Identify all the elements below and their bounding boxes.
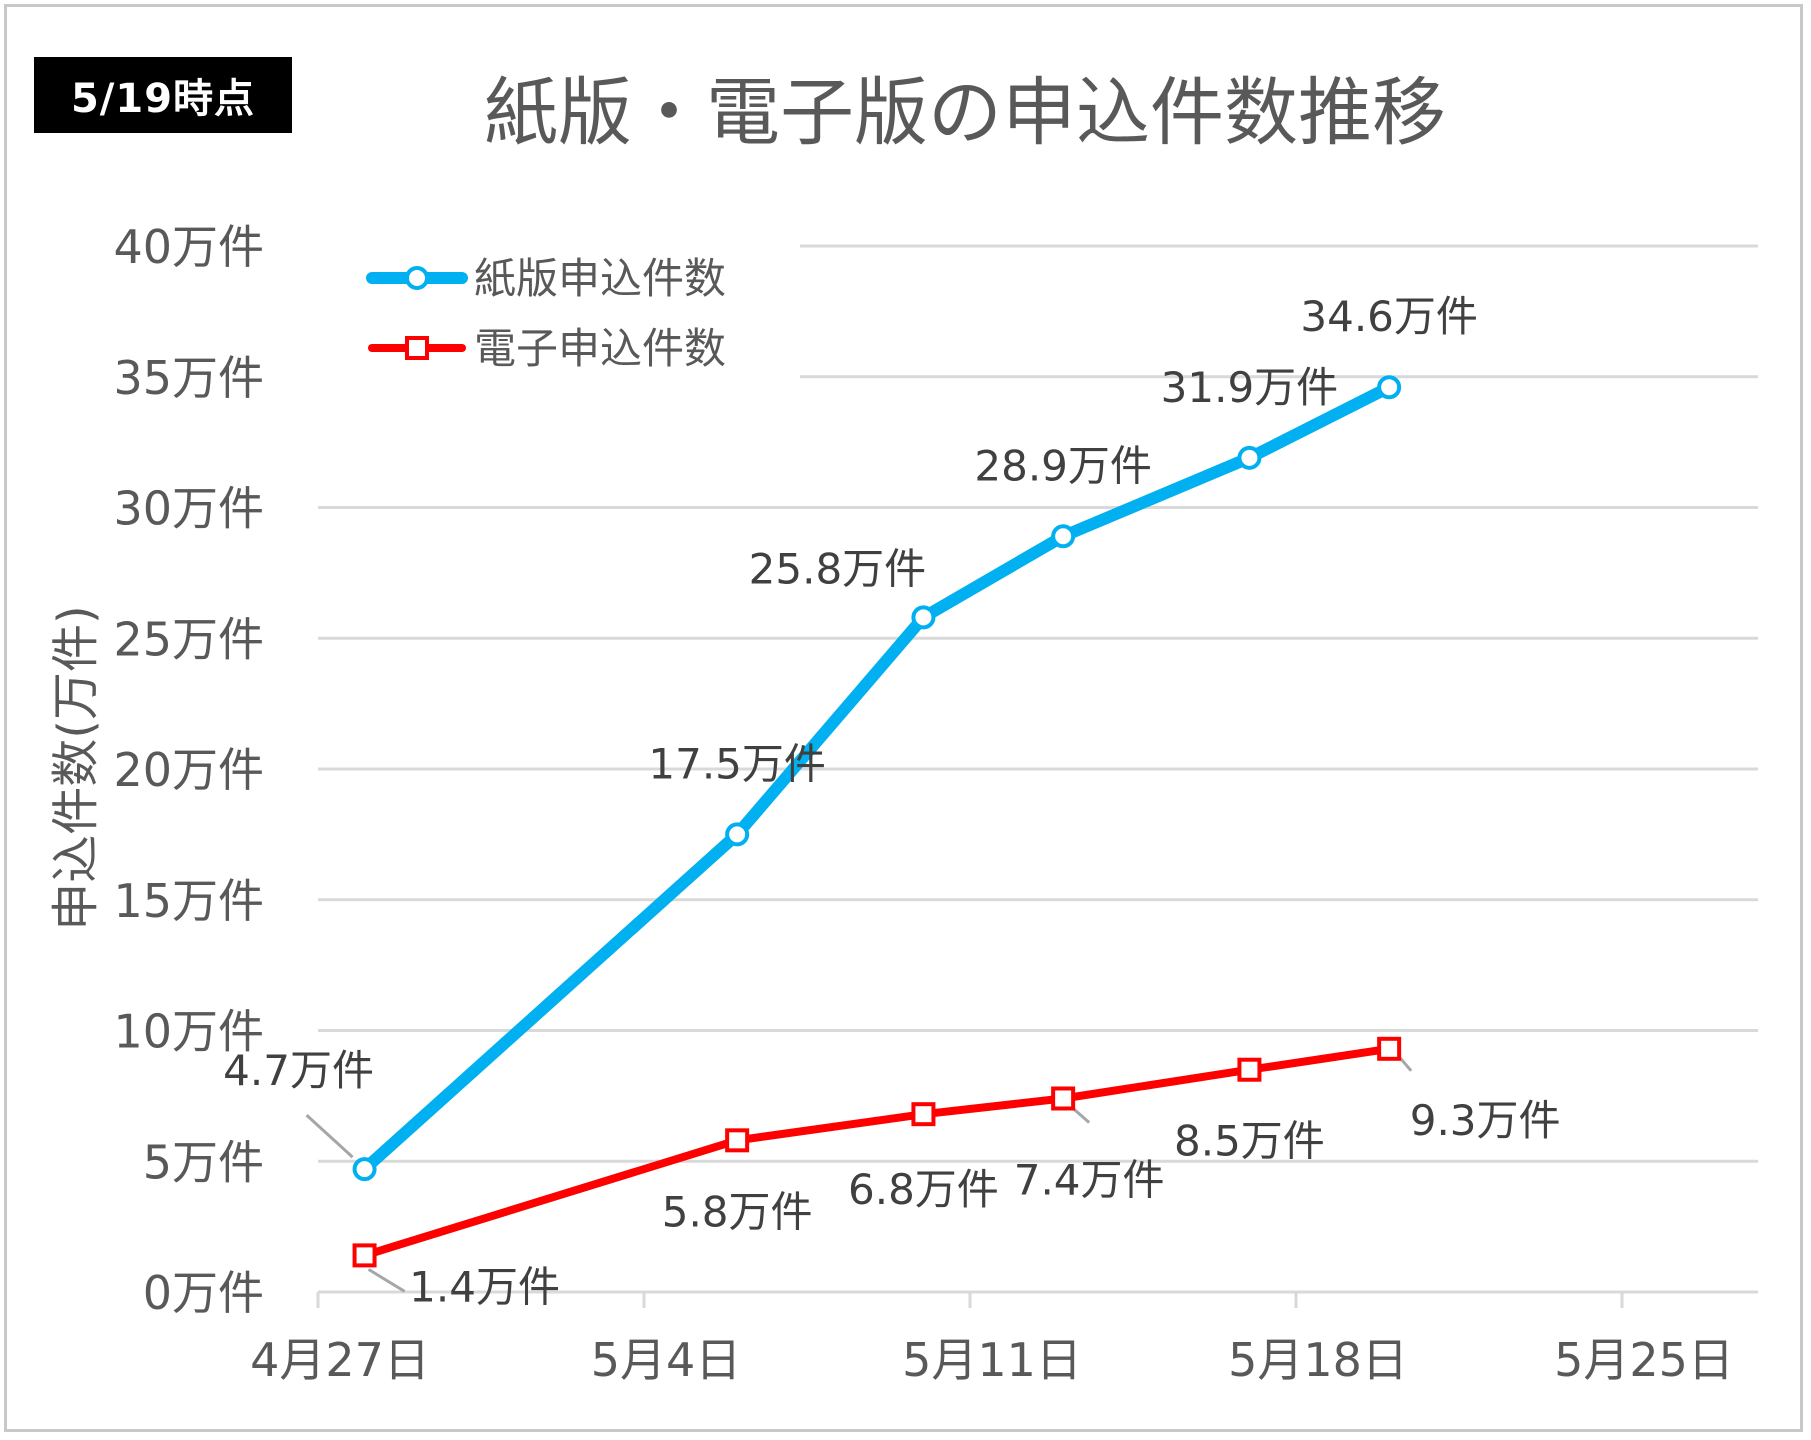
legend-entry: 電子申込件数 — [368, 324, 726, 373]
data-point — [352, 1157, 377, 1182]
data-label: 17.5万件 — [648, 739, 826, 788]
data-label: 1.4万件 — [409, 1262, 560, 1311]
y-tick-label: 35万件 — [113, 351, 264, 405]
data-point — [1237, 445, 1262, 470]
data-point — [1051, 1086, 1076, 1111]
legend-label: 紙版申込件数 — [474, 254, 726, 303]
gridlines — [318, 244, 1758, 1163]
y-tick-label: 20万件 — [113, 743, 264, 797]
y-tick-label: 30万件 — [113, 482, 264, 536]
series-line — [358, 381, 1396, 1176]
data-label: 7.4万件 — [1014, 1155, 1165, 1204]
data-label: 9.3万件 — [1410, 1096, 1561, 1145]
x-axis — [316, 1290, 1758, 1308]
data-label: 5.8万件 — [662, 1187, 813, 1236]
data-point — [1051, 524, 1076, 549]
leader-line — [367, 1268, 406, 1293]
series-layer — [352, 375, 1402, 1268]
y-tick-label: 10万件 — [113, 1005, 264, 1059]
data-label: 6.8万件 — [848, 1165, 999, 1214]
data-label: 31.9万件 — [1161, 363, 1339, 412]
data-point — [911, 605, 936, 630]
data-label: 8.5万件 — [1174, 1117, 1325, 1166]
legend-marker — [405, 266, 429, 290]
data-label: 28.9万件 — [974, 441, 1152, 490]
series-electronic — [352, 1036, 1402, 1268]
y-axis-title: 申込件数(万件) — [48, 605, 104, 930]
data-point — [725, 1128, 750, 1153]
data-point — [352, 1243, 377, 1268]
data-point — [1237, 1057, 1262, 1082]
x-tick-label: 5月18日 — [1228, 1333, 1408, 1387]
data-label: 4.7万件 — [223, 1046, 374, 1095]
chart-frame — [4, 4, 1803, 1432]
data-point — [1377, 375, 1402, 400]
x-tick-label: 5月25日 — [1554, 1333, 1734, 1387]
leader-line — [1072, 1107, 1091, 1124]
y-tick-label: 5万件 — [143, 1135, 264, 1189]
y-tick-label: 0万件 — [143, 1266, 264, 1320]
legend-label: 電子申込件数 — [474, 324, 726, 373]
y-axis-tick-labels: 0万件 5万件 10万件 15万件 20万件 25万件 30万件 35万件 40万件 — [113, 220, 264, 1320]
series-paper — [352, 375, 1402, 1182]
data-point — [911, 1102, 936, 1127]
y-tick-label: 40万件 — [113, 220, 264, 274]
series-line — [360, 1044, 1394, 1260]
x-tick-label: 5月4日 — [591, 1333, 742, 1387]
chart-title: 紙版・電子版の申込件数推移 — [484, 70, 1446, 156]
data-point — [1377, 1036, 1402, 1061]
y-tick-label: 15万件 — [113, 874, 264, 928]
data-label: 34.6万件 — [1300, 292, 1478, 341]
legend-marker — [405, 336, 429, 360]
x-tick-label: 4月27日 — [250, 1333, 430, 1387]
date-badge: 5/19時点 — [34, 57, 292, 133]
data-point — [725, 822, 750, 847]
legend-entry: 紙版申込件数 — [366, 254, 726, 303]
x-tick-label: 5月11日 — [902, 1333, 1082, 1387]
leader-line — [305, 1113, 354, 1159]
y-tick-label: 25万件 — [113, 612, 264, 666]
data-label: 25.8万件 — [749, 544, 927, 593]
x-axis-tick-labels: 4月27日 5月4日 5月11日 5月18日 5月25日 — [250, 1333, 1734, 1387]
